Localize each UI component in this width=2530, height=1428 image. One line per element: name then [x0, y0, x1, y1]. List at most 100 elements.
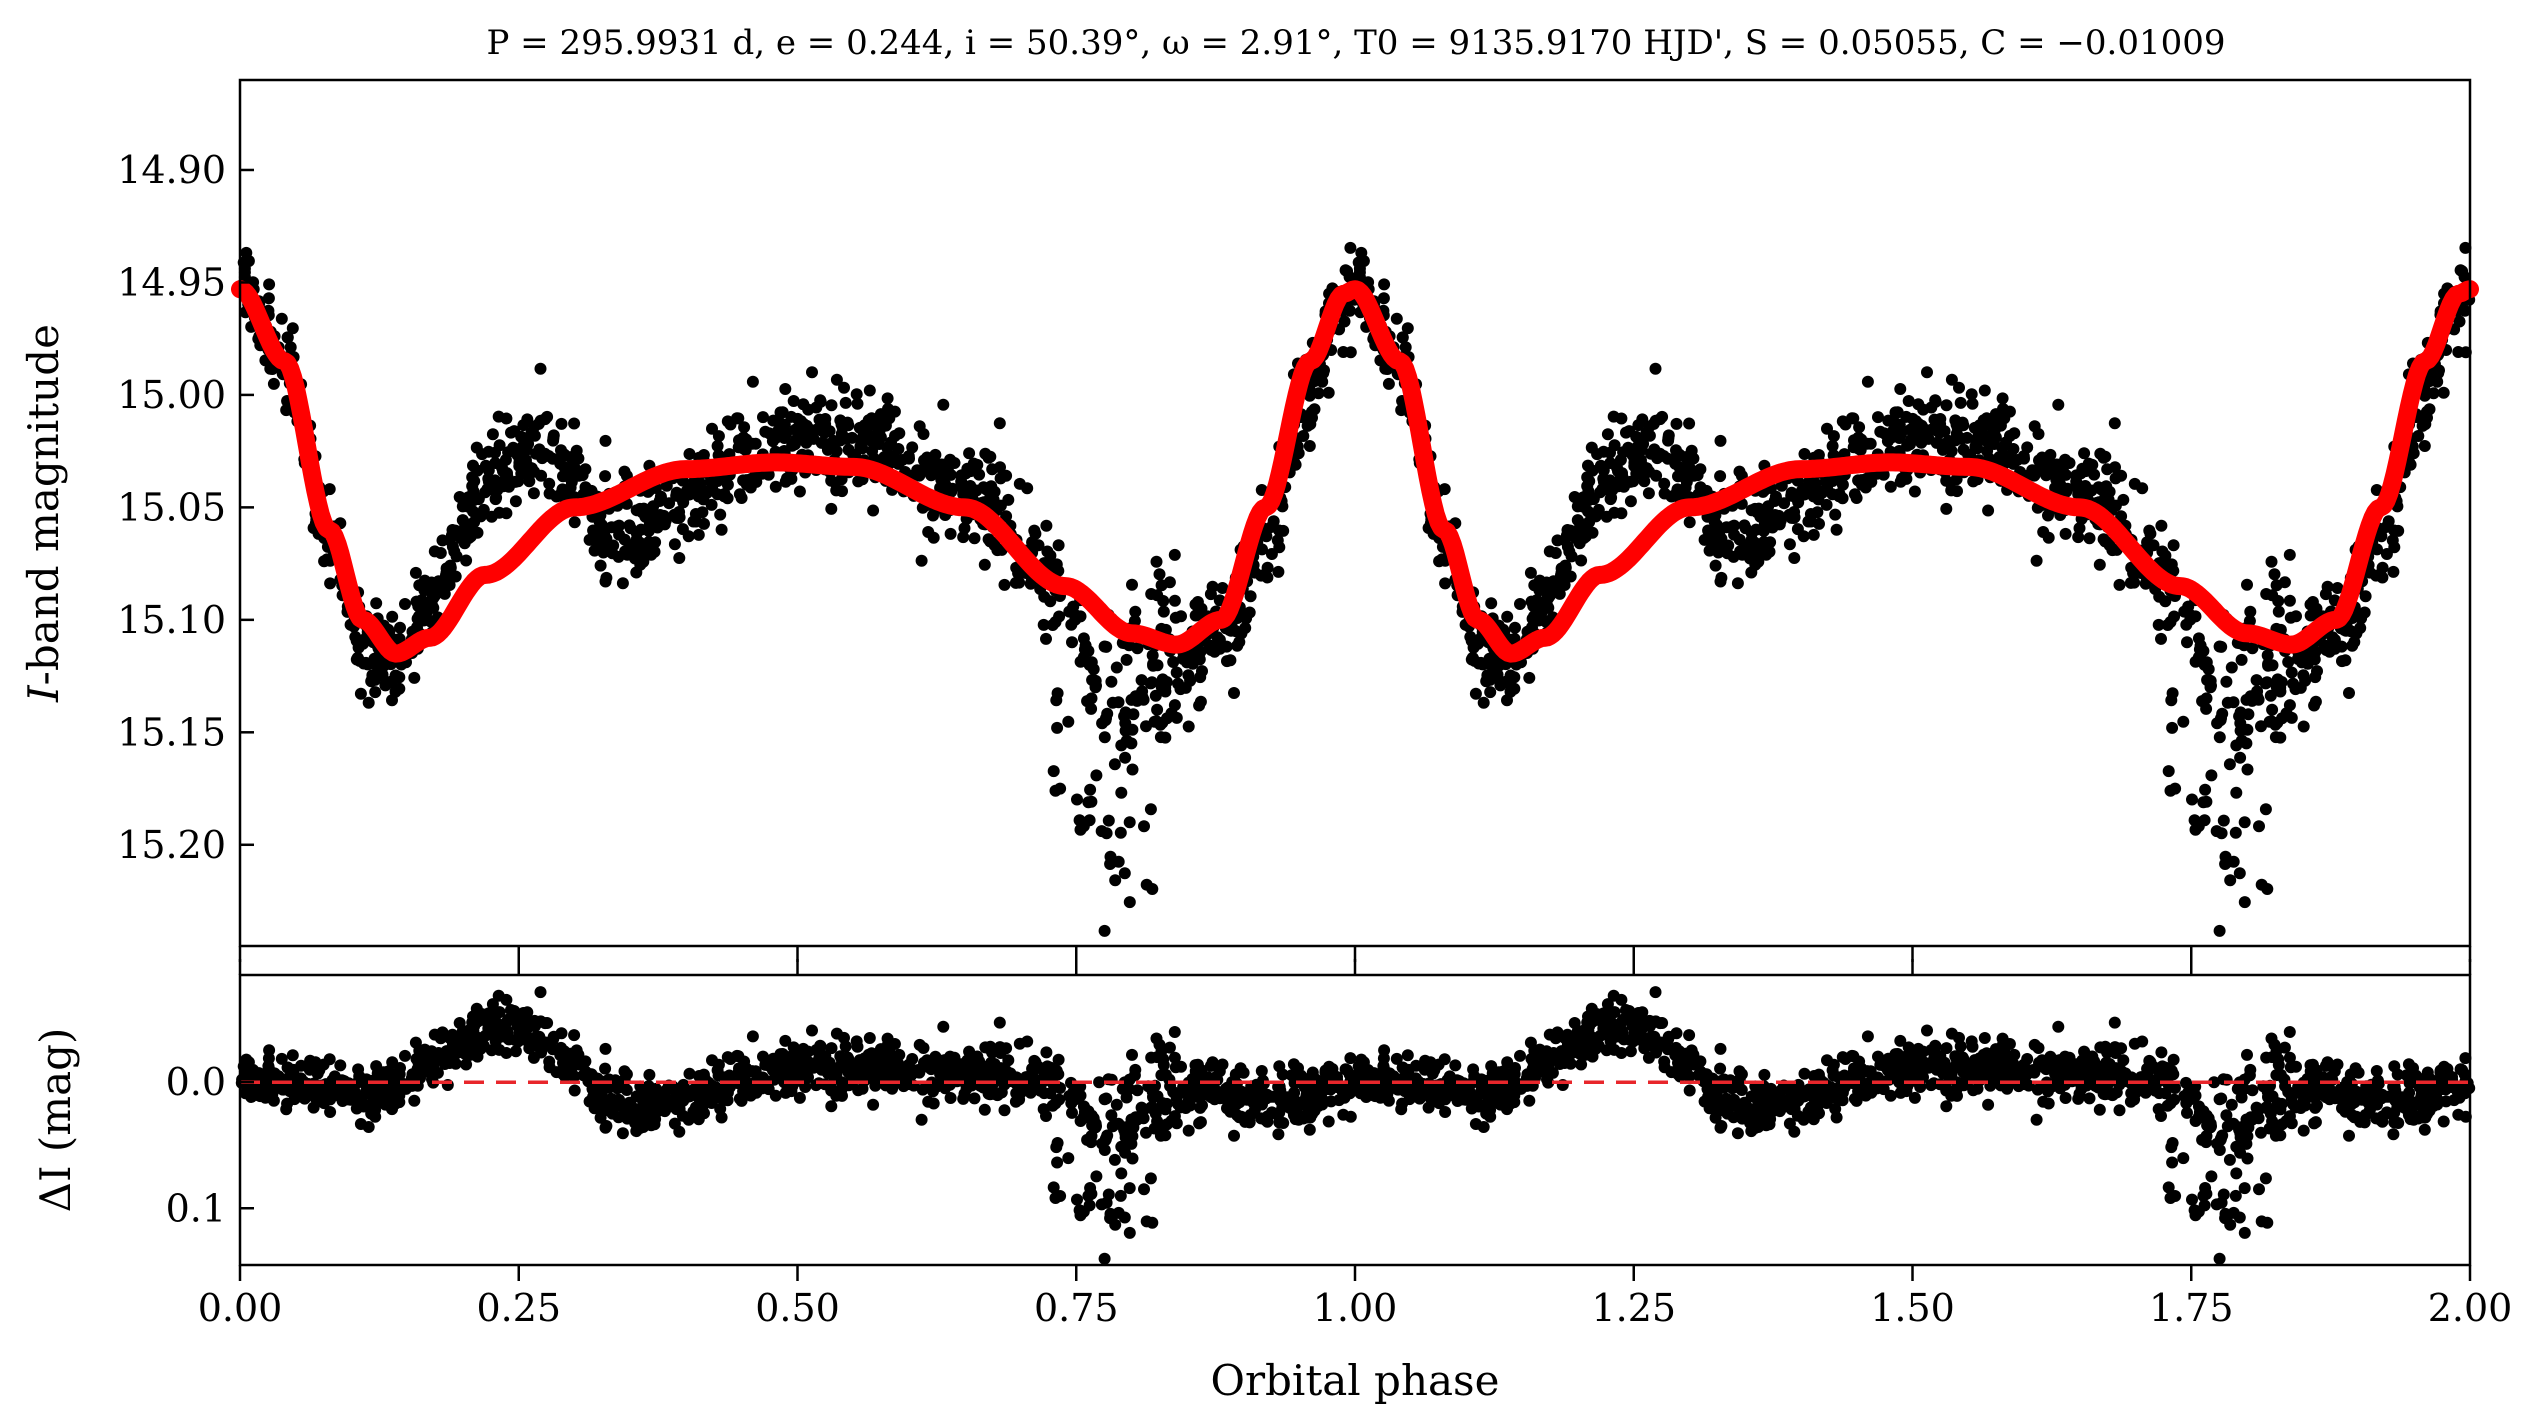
- observed-point-2316: [827, 434, 840, 447]
- observed-point-1229: [2032, 428, 2045, 440]
- observed-point-1724: [948, 457, 961, 469]
- observed-point-2663: [1933, 426, 1946, 439]
- observed-point-1918: [802, 403, 815, 416]
- residual-point-1285: [1940, 1100, 1953, 1113]
- residual-point-1814: [978, 1103, 991, 1116]
- observed-point-2470: [938, 458, 951, 471]
- observed-point-1458: [1089, 681, 1102, 694]
- observed-point-2247: [2018, 452, 2030, 465]
- observed-point-302: [409, 566, 422, 579]
- observed-point-916: [1062, 715, 1075, 728]
- observed-point-2152: [1169, 611, 1182, 624]
- residual-point-2045: [2270, 1044, 2283, 1057]
- observed-point-759: [1589, 510, 1602, 523]
- residual-point-2033: [1734, 1110, 1747, 1123]
- residual-point-1310: [1090, 1170, 1103, 1183]
- observed-point-635: [2266, 589, 2279, 602]
- observed-point-2016: [732, 412, 745, 425]
- residual-point-1509: [2220, 1109, 2233, 1122]
- residual-point-2020: [1225, 1090, 1238, 1103]
- observed-point-1132: [393, 671, 406, 684]
- observed-point-2264: [787, 395, 800, 407]
- observed-point-2506: [547, 429, 560, 442]
- observed-point-2628: [715, 523, 728, 536]
- observed-point-2305: [1751, 506, 1764, 519]
- observed-point-2660: [1115, 786, 1128, 799]
- observed-point-1279: [2223, 758, 2236, 771]
- observed-point-2256: [472, 492, 485, 505]
- observed-point-2448: [1338, 315, 1351, 328]
- observed-point-2146: [534, 362, 547, 375]
- residual-point-740: [937, 1020, 950, 1033]
- observed-point-1291: [2108, 417, 2121, 430]
- residual-point-1163: [1940, 1042, 1953, 1055]
- observed-point-1090: [499, 453, 512, 466]
- observed-point-454: [863, 384, 876, 397]
- observed-point-2107: [1997, 402, 2009, 415]
- observed-point-678: [1216, 582, 1229, 594]
- observed-point-2466: [892, 443, 905, 455]
- residual-point-842: [1051, 1156, 1064, 1169]
- observed-point-643: [1624, 495, 1637, 508]
- observed-point-957: [2186, 793, 2198, 806]
- observed-point-1516: [1277, 524, 1290, 537]
- observed-point-2453: [1484, 686, 1497, 699]
- observed-point-2358: [653, 517, 666, 530]
- observed-point-2285: [2196, 695, 2209, 708]
- observed-point-1355: [2268, 568, 2281, 581]
- observed-point-1725: [2063, 457, 2076, 469]
- observed-point-2480: [957, 483, 970, 496]
- observed-point-2689: [1894, 383, 1907, 395]
- residual-point-484: [1049, 1192, 1062, 1204]
- observed-point-2356: [838, 381, 850, 394]
- residual-point-1873: [2192, 1205, 2205, 1218]
- observed-point-1301: [2198, 658, 2211, 671]
- observed-point-1238: [527, 487, 540, 500]
- observed-point-2762: [851, 397, 864, 410]
- observed-point-1404: [660, 479, 673, 492]
- observed-point-2539: [2233, 710, 2246, 723]
- observed-point-440: [262, 292, 275, 305]
- observed-point-331: [2244, 605, 2257, 618]
- residual-point-1278: [1108, 1153, 1121, 1166]
- observed-point-1805: [2215, 827, 2228, 840]
- residual-point-2144: [1135, 1101, 1148, 1114]
- observed-point-2519: [2037, 461, 2050, 474]
- residual-point-455: [1978, 1032, 1991, 1044]
- observed-point-2713: [2193, 643, 2206, 656]
- observed-point-1365: [2189, 655, 2202, 668]
- observed-point-2365: [1821, 422, 1833, 435]
- observed-point-515: [1565, 550, 1578, 563]
- observed-point-1212: [1303, 440, 1316, 452]
- observed-point-2377: [1632, 465, 1645, 478]
- observed-point-1446: [386, 610, 399, 623]
- residual-point-2084: [1040, 1110, 1052, 1122]
- observed-point-910: [1120, 653, 1133, 666]
- observed-point-2555: [2165, 694, 2178, 707]
- observed-point-2570: [1125, 693, 1138, 706]
- observed-point-2023: [2144, 527, 2157, 540]
- observed-point-296: [523, 475, 536, 488]
- residual-point-1899: [2213, 1252, 2226, 1265]
- observed-point-1978: [757, 411, 769, 424]
- observed-point-2651: [1399, 341, 1412, 354]
- observed-point-2433: [1378, 278, 1391, 291]
- residual-point-1896: [600, 1120, 613, 1132]
- residual-point-1787: [2454, 1063, 2467, 1076]
- observed-point-244: [705, 498, 718, 511]
- observed-point-2458: [1151, 703, 1164, 716]
- observed-point-2479: [2387, 565, 2400, 578]
- residual-point-1662: [1168, 1110, 1181, 1123]
- observed-point-2309: [2115, 469, 2128, 482]
- residual-point-1279: [2223, 1153, 2236, 1166]
- observed-point-207: [2359, 590, 2372, 603]
- observed-point-1966: [349, 630, 362, 643]
- observed-point-2659: [1568, 491, 1581, 503]
- observed-point-2565: [1894, 475, 1907, 488]
- residual-point-2138: [1203, 1088, 1216, 1101]
- observed-point-2607: [2180, 618, 2193, 631]
- observed-point-1364: [1074, 655, 1087, 668]
- observed-point-2583: [1612, 480, 1625, 493]
- observed-point-2072: [1067, 600, 1080, 613]
